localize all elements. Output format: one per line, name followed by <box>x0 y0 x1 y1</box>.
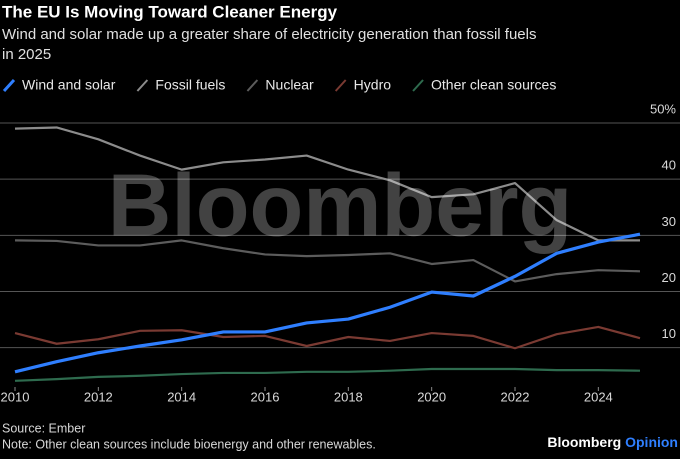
x-tick-label: 2020 <box>417 389 446 404</box>
y-tick-label: 30 <box>662 214 676 229</box>
series-line <box>14 367 641 382</box>
source-note: Source: Ember <box>2 421 85 435</box>
series-line <box>14 325 641 350</box>
legend-swatch <box>2 78 16 93</box>
x-tick-label: 2010 <box>1 389 30 404</box>
logo-sub: Opinion <box>625 434 678 450</box>
legend-label: Nuclear <box>265 77 314 93</box>
legend-swatch <box>334 79 347 92</box>
y-tick-label: 20 <box>662 270 676 285</box>
logo-brand: Bloomberg <box>547 434 621 450</box>
chart-title: The EU Is Moving Toward Cleaner Energy <box>2 2 338 21</box>
watermark: Bloomberg <box>108 155 572 254</box>
legend-swatch <box>412 79 424 92</box>
chart-subtitle: Wind and solar made up a greater share o… <box>2 26 536 43</box>
x-tick-label: 2016 <box>251 389 280 404</box>
series-line <box>14 239 641 283</box>
legend-label: Other clean sources <box>431 77 556 93</box>
legend-label: Wind and solar <box>22 77 116 93</box>
legend: Wind and solar Fossil fuels Nuclear Hydro Ot… <box>2 77 556 93</box>
x-tick-label: 2018 <box>334 389 363 404</box>
plot-area: 10 20 30 40 50% 2010 2012 2014 2016 2018 2020 2022 2… <box>0 101 680 404</box>
x-tick-label: 2014 <box>167 389 196 404</box>
legend-label: Hydro <box>354 77 392 93</box>
logo: Bloomberg Opinion <box>547 434 678 450</box>
y-tick-label: 40 <box>662 158 676 173</box>
legend-label: Fossil fuels <box>155 77 225 93</box>
y-tick-label: 10 <box>662 326 676 341</box>
x-tick-label: 2012 <box>84 389 113 404</box>
legend-swatch <box>246 79 259 92</box>
footnote: Note: Other clean sources include bioene… <box>2 437 376 451</box>
legend-swatch <box>136 79 149 92</box>
x-tick-label: 2022 <box>501 389 530 404</box>
x-tick-label: 2024 <box>584 389 613 404</box>
series-line <box>14 126 640 242</box>
chart-subtitle: in 2025 <box>2 46 51 63</box>
y-tick-label: 50% <box>650 101 676 116</box>
series-line <box>14 232 641 374</box>
